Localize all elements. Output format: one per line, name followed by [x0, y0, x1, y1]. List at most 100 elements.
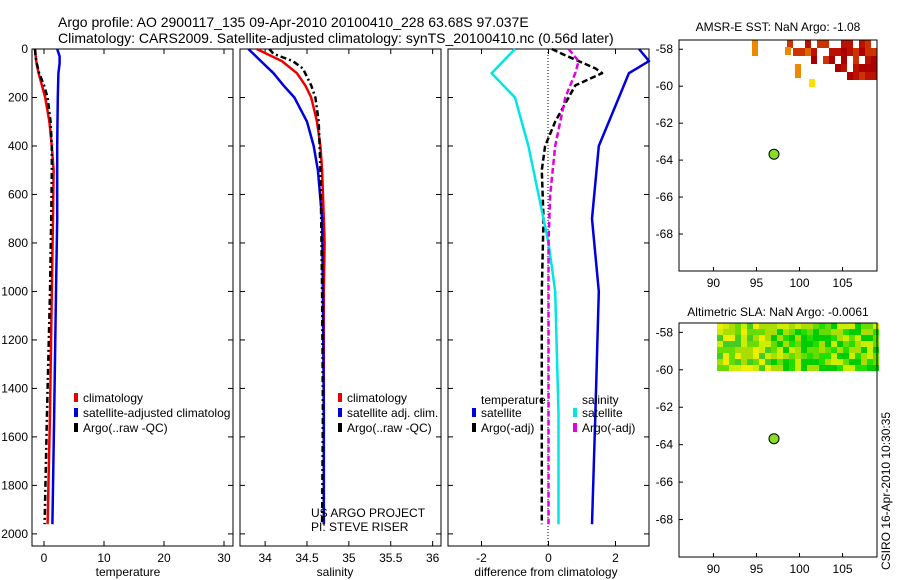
sla-cell — [843, 335, 849, 341]
legend-swatch-temp-satellite — [472, 408, 476, 417]
map-y-tick-label: -58 — [656, 325, 674, 339]
sst-cell — [853, 56, 859, 64]
sla-cell — [723, 335, 729, 341]
sla-cell — [849, 335, 855, 341]
sst-cell — [835, 64, 841, 72]
sla-cell — [855, 335, 861, 341]
sla-cell — [873, 353, 879, 359]
sla-cell — [765, 341, 771, 347]
sla-cell — [777, 323, 783, 329]
legend-swatch-argo — [338, 423, 342, 432]
sla-cell — [867, 353, 873, 359]
sla-cell — [771, 365, 777, 371]
sla-cell — [867, 323, 873, 329]
sla-cell — [843, 359, 849, 365]
sla-cell — [741, 335, 747, 341]
sla-cell — [753, 353, 759, 359]
side-timestamp: CSIRO 16-Apr-2010 10:30:35 — [879, 412, 893, 570]
sla-cell — [867, 329, 873, 335]
sla-cell — [843, 347, 849, 353]
sla-cell — [741, 365, 747, 371]
sla-cell — [795, 335, 801, 341]
sst-cell — [865, 64, 871, 72]
sla-cell — [849, 365, 855, 371]
sla-cell — [777, 335, 783, 341]
sst-cell — [847, 72, 853, 80]
y-tick-label: 1000 — [1, 284, 28, 298]
legend-swatch-satellite — [74, 408, 78, 417]
sla-cell — [765, 347, 771, 353]
sst-cell — [871, 64, 877, 72]
sla-cell — [741, 347, 747, 353]
x-tick-label: 20 — [157, 551, 171, 565]
sla-cell — [759, 329, 765, 335]
sst-cell — [787, 40, 793, 48]
sla-cell — [837, 323, 843, 329]
legend-label-salt-argo: Argo(-adj) — [582, 421, 635, 435]
sla-cell — [765, 353, 771, 359]
sla-cell — [735, 359, 741, 365]
sla-cell — [765, 359, 771, 365]
sla-cell — [753, 329, 759, 335]
sla-cell — [795, 353, 801, 359]
sla-cell — [825, 335, 831, 341]
sla-cell — [873, 323, 879, 329]
legend-label-satellite: satellite-adjusted climatolog — [83, 406, 230, 420]
sla-cell — [801, 359, 807, 365]
sla-cell — [765, 335, 771, 341]
sla-cell — [747, 353, 753, 359]
sla-cell — [747, 335, 753, 341]
legend-label-salt-satellite: satellite — [582, 406, 623, 420]
sst-cell — [752, 48, 758, 56]
sla-cell — [771, 323, 777, 329]
legend-title-temperature: temperature — [481, 393, 546, 407]
legend-swatch-argo — [74, 423, 78, 432]
sla-cell — [843, 341, 849, 347]
sst-cell — [853, 64, 859, 72]
map-x-tick-label: 100 — [790, 562, 810, 576]
map-x-tick-label: 90 — [707, 562, 721, 576]
sla-cell — [837, 341, 843, 347]
sla-cell — [717, 359, 723, 365]
sla-cell — [741, 323, 747, 329]
sla-cell — [825, 359, 831, 365]
legend-title-salinity: salinity — [582, 393, 619, 407]
sla-cell — [795, 341, 801, 347]
sla-cell — [747, 329, 753, 335]
sla-cell — [855, 347, 861, 353]
map-y-tick-label: -68 — [656, 513, 674, 527]
y-tick-label: 600 — [8, 187, 28, 201]
sla-cell — [855, 353, 861, 359]
sla-cell — [741, 359, 747, 365]
sst-cell — [823, 40, 829, 48]
temperature-legend: climatology satellite-adjusted climatolo… — [74, 391, 230, 435]
x-tick-label: 0 — [41, 551, 48, 565]
salinity-xlabel: salinity — [317, 565, 354, 579]
sla-cell — [729, 347, 735, 353]
sla-cell — [759, 323, 765, 329]
sla-cell — [843, 323, 849, 329]
sla-cell — [873, 329, 879, 335]
sla-cell — [825, 353, 831, 359]
legend-swatch-salt-satellite — [573, 408, 577, 417]
sla-cell — [765, 365, 771, 371]
legend-label-temp-argo: Argo(-adj) — [481, 421, 534, 435]
temperature-satellite-diff-line — [590, 48, 651, 525]
sla-cell — [789, 335, 795, 341]
y-tick-label: 2000 — [1, 527, 28, 541]
sla-cell — [795, 329, 801, 335]
sla-cell — [771, 335, 777, 341]
sla-cell — [795, 323, 801, 329]
sst-cell — [793, 48, 799, 56]
sla-cell — [855, 323, 861, 329]
sla-cell — [837, 353, 843, 359]
x-tick-label: 36 — [426, 551, 440, 565]
sst-cell — [859, 40, 865, 48]
legend-swatch-satellite — [338, 408, 342, 417]
project-note-line2: PI: STEVE RISER — [311, 520, 409, 534]
sla-cell — [735, 365, 741, 371]
sst-cell — [795, 64, 801, 72]
sla-cell — [813, 323, 819, 329]
sla-cell — [801, 323, 807, 329]
